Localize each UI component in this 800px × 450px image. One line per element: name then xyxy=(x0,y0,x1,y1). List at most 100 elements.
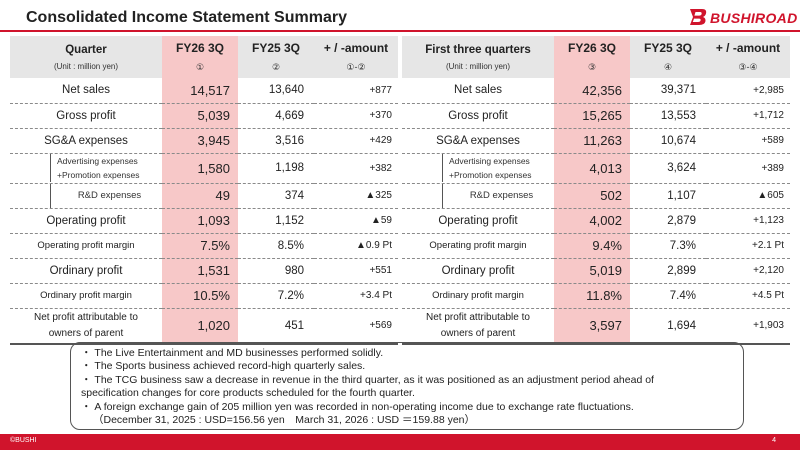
row-label: R&D expenses xyxy=(402,183,554,209)
unit-label: (Unit : million yen) xyxy=(53,61,118,71)
difference-column-header: + / -amount ①-② xyxy=(314,36,398,78)
previous-value: 2,899 xyxy=(630,258,706,284)
row-label: Operating profit margin xyxy=(10,233,162,259)
table-row-net-profit: Net profit attributable to owners of par… xyxy=(402,308,790,345)
previous-value: 13,553 xyxy=(630,103,706,129)
current-value: 502 xyxy=(554,183,630,209)
difference-label: + / -amount xyxy=(715,41,781,55)
table-header-row: First three quarters (Unit : million yen… xyxy=(402,36,790,78)
row-label: Gross profit xyxy=(10,103,162,129)
table-row-operating-margin: Operating profit margin 9.4% 7.3% +2.1 P… xyxy=(402,233,790,259)
row-label: Ordinary profit margin xyxy=(402,283,554,309)
cumulative-income-table: First three quarters (Unit : million yen… xyxy=(402,36,790,345)
row-label-line2: owners of parent xyxy=(440,327,516,339)
difference-value: +2,985 xyxy=(706,78,790,104)
current-value: 11.8% xyxy=(554,283,630,309)
row-label: Operating profit margin xyxy=(402,233,554,259)
difference-value: +2,120 xyxy=(706,258,790,284)
row-label: Net profit attributable to owners of par… xyxy=(402,308,554,345)
note-line: ・ The Sports business achieved record-hi… xyxy=(81,360,366,373)
current-period-mark: ① xyxy=(195,62,205,72)
difference-mark: ③-④ xyxy=(738,62,758,72)
difference-value: +1,123 xyxy=(706,208,790,234)
table-row-net-sales: Net sales 42,356 39,371 +2,985 xyxy=(402,78,790,104)
row-label: Net sales xyxy=(10,78,162,104)
current-value: 4,013 xyxy=(554,153,630,184)
row-label-line1: Net profit attributable to xyxy=(426,311,530,323)
sub-label-block: Advertising expenses +Promotion expenses xyxy=(442,154,554,182)
previous-value: 3,516 xyxy=(238,128,314,154)
row-label: Ordinary profit xyxy=(10,258,162,284)
row-label: Net sales xyxy=(402,78,554,104)
previous-column-header: FY25 3Q ② xyxy=(238,36,314,78)
current-value: 9.4% xyxy=(554,233,630,259)
difference-label: + / -amount xyxy=(323,41,389,55)
table-row-net-profit: Net profit attributable to owners of par… xyxy=(10,308,398,345)
previous-period-mark: ② xyxy=(271,62,281,72)
previous-value: 1,198 xyxy=(238,153,314,184)
difference-value: +4.5 Pt xyxy=(706,283,790,309)
current-column-header: FY26 3Q ① xyxy=(162,36,238,78)
page-number: 4 xyxy=(772,437,776,444)
table-row-sga: SG&A expenses 11,263 10,674 +589 xyxy=(402,128,790,154)
sub-label-line1: Advertising expenses xyxy=(449,156,530,166)
note-line: （December 31, 2025 : USD=156.56 yen Marc… xyxy=(93,414,475,427)
current-value: 10.5% xyxy=(162,283,238,309)
page-title: Consolidated Income Statement Summary xyxy=(26,9,347,26)
sub-label-line2: +Promotion expenses xyxy=(57,170,140,180)
difference-value: +370 xyxy=(314,103,398,129)
current-value: 7.5% xyxy=(162,233,238,259)
previous-value: 8.5% xyxy=(238,233,314,259)
copyright-text: ©BUSHI xyxy=(10,437,37,444)
company-logo: BUSHIROAD xyxy=(688,7,797,27)
logo-text: BUSHIROAD xyxy=(710,10,798,26)
previous-value: 7.3% xyxy=(630,233,706,259)
current-value: 14,517 xyxy=(162,78,238,104)
current-value: 42,356 xyxy=(554,78,630,104)
difference-value: ▲325 xyxy=(314,183,398,209)
unit-label: (Unit : million yen) xyxy=(445,61,510,71)
table-row-operating-profit: Operating profit 4,002 2,879 +1,123 xyxy=(402,208,790,234)
row-label: Net profit attributable to owners of par… xyxy=(10,308,162,345)
footer-bar: ©BUSHI 4 xyxy=(0,434,800,450)
period-label: Quarter xyxy=(65,43,107,56)
row-label: Advertising expenses +Promotion expenses xyxy=(402,153,554,184)
table-row-ordinary-margin: Ordinary profit margin 11.8% 7.4% +4.5 P… xyxy=(402,283,790,309)
difference-value: +2.1 Pt xyxy=(706,233,790,259)
difference-value: +429 xyxy=(314,128,398,154)
current-column-header: FY26 3Q ③ xyxy=(554,36,630,78)
previous-value: 1,694 xyxy=(630,308,706,345)
row-label: Ordinary profit xyxy=(402,258,554,284)
row-label: Gross profit xyxy=(402,103,554,129)
previous-value: 374 xyxy=(238,183,314,209)
previous-period-label: FY25 3Q xyxy=(643,41,693,55)
difference-value: ▲59 xyxy=(314,208,398,234)
row-label: Operating profit xyxy=(402,208,554,234)
table-row-gross-profit: Gross profit 5,039 4,669 +370 xyxy=(10,103,398,129)
current-value: 49 xyxy=(162,183,238,209)
current-value: 3,597 xyxy=(554,308,630,345)
row-label: Operating profit xyxy=(10,208,162,234)
row-label: Advertising expenses +Promotion expenses xyxy=(10,153,162,184)
note-line: ・ A foreign exchange gain of 205 million… xyxy=(81,400,634,413)
previous-value: 13,640 xyxy=(238,78,314,104)
previous-value: 980 xyxy=(238,258,314,284)
sub-label-line2: +Promotion expenses xyxy=(449,170,532,180)
note-line: ・ The Live Entertainment and MD business… xyxy=(81,347,384,359)
period-header: Quarter (Unit : million yen) xyxy=(10,36,162,78)
row-label: Ordinary profit margin xyxy=(10,283,162,309)
table-row-rnd: R&D expenses 502 1,107 ▲605 xyxy=(402,183,790,209)
table-row-advertising: Advertising expenses +Promotion expenses… xyxy=(10,153,398,184)
difference-value: +589 xyxy=(706,128,790,154)
row-label-line2: owners of parent xyxy=(48,327,124,339)
current-value: 1,020 xyxy=(162,308,238,345)
period-label: First three quarters xyxy=(425,43,531,56)
table-row-ordinary-profit: Ordinary profit 5,019 2,899 +2,120 xyxy=(402,258,790,284)
sub-label-text: R&D expenses xyxy=(50,183,162,208)
difference-value: +389 xyxy=(706,153,790,184)
previous-value: 1,107 xyxy=(630,183,706,209)
difference-value: +1,903 xyxy=(706,308,790,345)
row-label: SG&A expenses xyxy=(10,128,162,154)
current-period-label: FY26 3Q xyxy=(567,41,617,55)
table-row-operating-profit: Operating profit 1,093 1,152 ▲59 xyxy=(10,208,398,234)
